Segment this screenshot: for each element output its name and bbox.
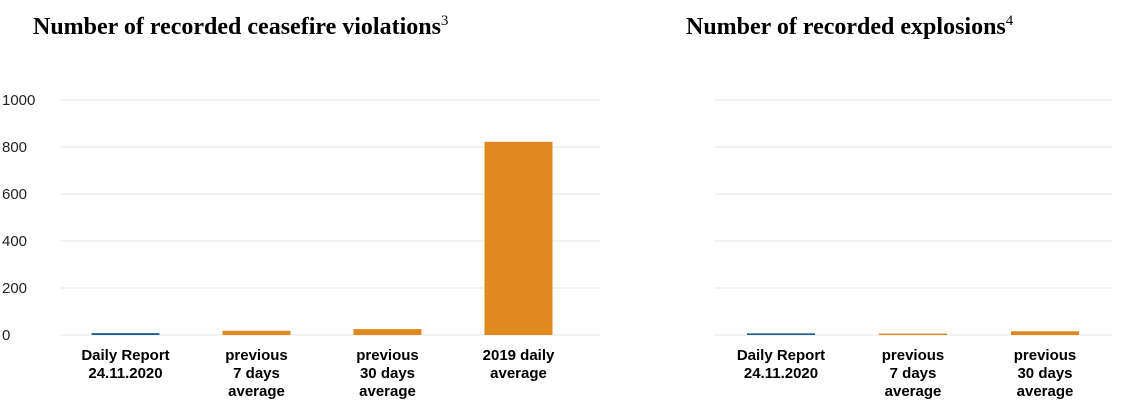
violations-bar-2 bbox=[222, 330, 291, 335]
violations-bar-4 bbox=[484, 141, 553, 335]
explosions-chart-title-text: Number of recorded explosions bbox=[686, 14, 1006, 40]
y-tick-label: 800 bbox=[2, 139, 27, 156]
violations-category-label-3: previous 30 days average bbox=[356, 347, 419, 400]
explosions-category-label-1: Daily Report 24.11.2020 bbox=[737, 347, 825, 382]
violations-chart: 0 200 400 600 800 1000 Daily Report 24.11.2020 p… bbox=[2, 92, 600, 400]
explosions-bar-1 bbox=[747, 333, 815, 335]
explosions-chart-title: Number of recorded explosions4 bbox=[686, 13, 1013, 41]
violations-category-label-1: Daily Report 24.11.2020 bbox=[81, 347, 169, 382]
violations-bar-1 bbox=[91, 333, 160, 335]
explosions-bar-2 bbox=[879, 333, 947, 335]
y-tick-label: 1000 bbox=[2, 92, 35, 109]
violations-category-label-2: previous 7 days average bbox=[225, 347, 288, 400]
explosions-chart: Daily Report 24.11.2020 previous 7 days aver… bbox=[715, 99, 1112, 400]
explosions-category-label-2: previous 7 days average bbox=[882, 347, 945, 400]
explosions-category-label-3: previous 30 days average bbox=[1014, 347, 1077, 400]
violations-title-footnote: 3 bbox=[440, 13, 449, 29]
explosions-title-footnote: 4 bbox=[1005, 13, 1014, 29]
y-tick-label: 0 bbox=[2, 327, 10, 344]
violations-category-label-4: 2019 daily average bbox=[483, 347, 555, 382]
y-tick-label: 400 bbox=[2, 233, 27, 250]
y-tick-label: 600 bbox=[2, 186, 27, 203]
violations-bar-3 bbox=[353, 329, 422, 335]
violations-chart-title: Number of recorded ceasefire violations3 bbox=[33, 13, 448, 41]
violations-chart-title-text: Number of recorded ceasefire violations bbox=[33, 14, 441, 40]
explosions-bar-3 bbox=[1011, 331, 1079, 335]
y-tick-label: 200 bbox=[2, 280, 27, 297]
